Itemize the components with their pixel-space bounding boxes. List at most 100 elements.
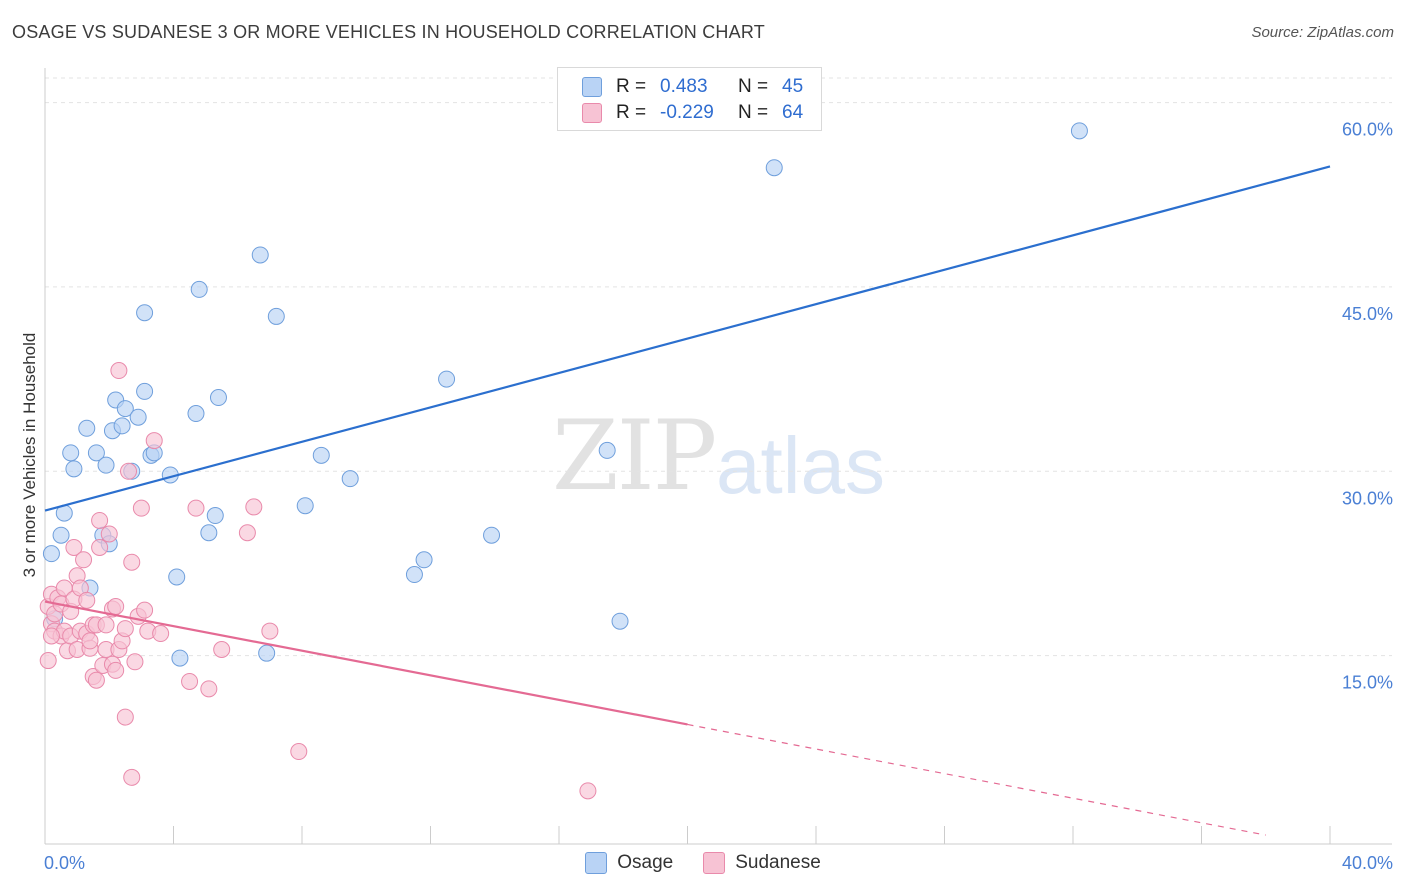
watermark-zip: ZIP [552,400,717,512]
sudanese-point [126,653,144,671]
y-tick-label: 45.0% [1342,304,1393,324]
y-tick-label: 30.0% [1342,488,1393,508]
osage-point [438,370,456,388]
sudanese-point [91,511,109,529]
osage-point [611,612,629,630]
sudanese-point [238,524,256,542]
sudanese-point [78,591,96,609]
osage-point [258,644,276,662]
osage-point [97,456,115,474]
sudanese-point [107,597,125,615]
x-tick-label: 40.0% [1342,853,1393,873]
sudanese-trendline-extension [687,723,1266,836]
legend-row-osage: R = 0.483 N = 45 [582,75,803,99]
osage-point [296,497,314,515]
sudanese-legend-swatch [703,852,726,874]
sudanese-point [152,625,170,643]
x-tick-label: 0.0% [44,853,85,873]
sudanese-point [107,661,125,679]
trend-layer [44,165,1331,836]
osage-point [113,417,131,435]
sudanese-point [245,498,263,516]
osage-point [187,405,205,423]
osage-point [62,444,80,462]
legend-label-osage: Osage [617,852,674,873]
legend-item-sudanese[interactable]: Sudanese [703,852,821,874]
tick-label-layer: 15.0% 30.0% 45.0% 60.0% 0.0% 40.0% [44,120,1393,873]
sudanese-point [181,672,199,690]
sudanese-point [261,622,279,640]
osage-point [598,441,616,459]
y-tick-label: 15.0% [1342,673,1393,693]
sudanese-point [110,362,128,380]
legend-n-value: 64 [782,102,804,123]
osage-point [52,526,70,544]
osage-point [209,389,227,407]
osage-point [168,568,186,586]
osage-point [190,280,208,298]
legend-n-value: 45 [782,76,804,97]
osage-swatch [582,77,602,97]
osage-point [206,507,224,525]
legend-r-label: R = [616,102,647,123]
osage-point [129,408,147,426]
sudanese-point [100,525,118,543]
sudanese-swatch [582,103,602,123]
sudanese-point [200,680,218,698]
osage-point [341,470,359,488]
osage-legend-swatch [585,852,608,874]
watermark-atlas: atlas [716,421,885,510]
sudanese-point [97,616,115,634]
legend-item-osage[interactable]: Osage [585,852,673,874]
osage-point [136,382,154,400]
osage-point [42,545,60,563]
sudanese-point [136,601,154,619]
osage-point [267,307,285,325]
osage-point [171,649,189,667]
sudanese-point [65,538,83,556]
sudanese-point [116,620,134,638]
sudanese-point [87,671,105,689]
osage-point [1070,122,1088,140]
osage-point [78,419,96,437]
legend-n-label: N = [738,102,769,123]
sudanese-trendline [44,600,688,726]
osage-point [415,551,433,569]
osage-point [483,526,501,544]
osage-point [200,524,218,542]
osage-point [87,444,105,462]
sudanese-point [123,553,141,571]
osage-point [136,304,154,322]
points-layer [39,110,1088,800]
legend-r-value: 0.483 [660,76,708,97]
legend-row-sudanese: R = -0.229 N = 64 [582,101,803,125]
series-legend: Osage Sudanese [0,852,1406,874]
axis-layer [44,68,1392,845]
osage-trendline [44,165,1331,512]
sudanese-point [145,432,163,450]
sudanese-point [120,462,138,480]
sudanese-point [579,782,597,800]
grid-layer [45,77,1392,657]
source-label: Source: ZipAtlas.com [1251,24,1394,41]
sudanese-point [187,499,205,517]
sudanese-point [123,768,141,786]
osage-point [405,566,423,584]
osage-point [312,446,330,464]
sudanese-point [75,551,93,569]
y-tick-label: 60.0% [1342,120,1393,140]
osage-point [765,159,783,177]
chart-title: OSAGE VS SUDANESE 3 OR MORE VEHICLES IN … [12,22,765,42]
sudanese-point [81,632,99,650]
sudanese-point [39,652,57,670]
sudanese-point [91,538,109,556]
correlation-legend: R = 0.483 N = 45 R = -0.229 N = 64 [557,67,822,131]
legend-r-label: R = [616,76,647,97]
sudanese-point [116,708,134,726]
osage-point [116,400,134,418]
legend-n-label: N = [738,76,769,97]
osage-point [251,246,269,264]
sudanese-point [213,641,231,658]
sudanese-point [290,743,308,761]
